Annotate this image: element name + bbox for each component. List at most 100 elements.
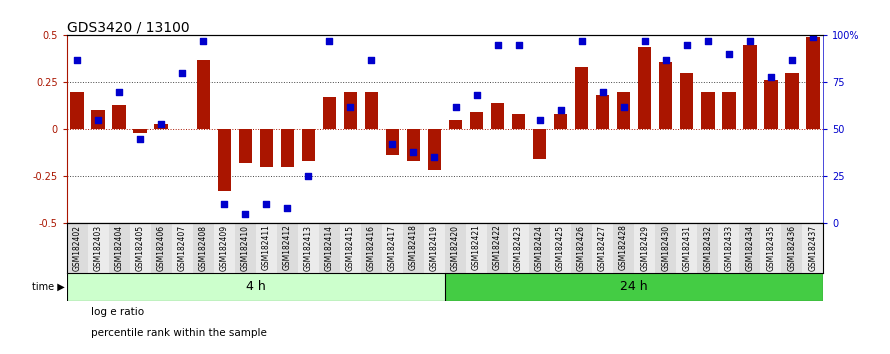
Point: [344, 104, 358, 109]
Text: GSM182423: GSM182423: [514, 224, 523, 270]
Bar: [760, 223, 781, 273]
Point: [764, 74, 778, 80]
Text: GDS3420 / 13100: GDS3420 / 13100: [67, 20, 190, 34]
Point: [407, 149, 421, 155]
Text: GSM182412: GSM182412: [283, 224, 292, 270]
Point: [805, 34, 820, 40]
Text: GSM182430: GSM182430: [661, 224, 670, 270]
Point: [512, 42, 526, 47]
Text: GSM182432: GSM182432: [703, 224, 712, 270]
Bar: [592, 223, 613, 273]
Text: GSM182425: GSM182425: [556, 224, 565, 270]
Bar: [277, 223, 298, 273]
Text: GSM182409: GSM182409: [220, 224, 229, 270]
Bar: [424, 223, 445, 273]
Bar: [88, 223, 109, 273]
Text: percentile rank within the sample: percentile rank within the sample: [91, 328, 267, 338]
Bar: [445, 223, 466, 273]
Point: [154, 121, 168, 126]
Text: GSM182407: GSM182407: [178, 224, 187, 270]
Bar: [172, 223, 193, 273]
Text: GSM182414: GSM182414: [325, 224, 334, 270]
Bar: [680, 73, 693, 129]
Bar: [92, 110, 105, 129]
Bar: [260, 129, 273, 167]
Bar: [508, 223, 529, 273]
Bar: [743, 45, 756, 129]
Point: [196, 38, 210, 44]
Bar: [785, 73, 798, 129]
Bar: [722, 92, 735, 129]
Bar: [466, 223, 487, 273]
Bar: [385, 129, 400, 155]
Text: 24 h: 24 h: [620, 280, 648, 293]
Text: GSM182418: GSM182418: [409, 224, 418, 270]
Bar: [428, 129, 441, 171]
Text: time ▶: time ▶: [32, 282, 65, 292]
Text: GSM182434: GSM182434: [745, 224, 754, 270]
Text: GSM182429: GSM182429: [640, 224, 649, 270]
Text: GSM182403: GSM182403: [93, 224, 102, 270]
Text: log e ratio: log e ratio: [91, 307, 144, 316]
Point: [595, 89, 610, 95]
Bar: [67, 273, 445, 301]
Bar: [700, 92, 715, 129]
Bar: [740, 223, 760, 273]
Text: GSM182437: GSM182437: [808, 224, 817, 270]
Bar: [550, 223, 571, 273]
Bar: [697, 223, 718, 273]
Bar: [470, 112, 483, 129]
Bar: [361, 223, 382, 273]
Point: [70, 57, 85, 63]
Point: [785, 57, 799, 63]
Point: [364, 57, 378, 63]
Bar: [217, 129, 231, 191]
Bar: [512, 114, 525, 129]
Bar: [155, 124, 168, 129]
Bar: [595, 96, 610, 129]
Bar: [214, 223, 235, 273]
Point: [742, 38, 756, 44]
Text: GSM182417: GSM182417: [388, 224, 397, 270]
Text: GSM182420: GSM182420: [451, 224, 460, 270]
Text: GSM182428: GSM182428: [619, 224, 628, 270]
Text: GSM182419: GSM182419: [430, 224, 439, 270]
Bar: [403, 223, 424, 273]
Text: GSM182404: GSM182404: [115, 224, 124, 270]
Bar: [634, 223, 655, 273]
Point: [574, 38, 588, 44]
Bar: [67, 223, 88, 273]
Text: GSM182435: GSM182435: [766, 224, 775, 270]
Bar: [490, 103, 505, 129]
Bar: [130, 223, 150, 273]
Bar: [533, 129, 546, 159]
Point: [469, 93, 483, 98]
Point: [554, 108, 568, 113]
Bar: [655, 223, 676, 273]
Bar: [322, 97, 336, 129]
Bar: [340, 223, 361, 273]
Bar: [344, 92, 357, 129]
Point: [112, 89, 126, 95]
Bar: [449, 120, 462, 129]
Text: GSM182415: GSM182415: [346, 224, 355, 270]
Point: [427, 154, 441, 160]
Point: [302, 173, 316, 179]
Bar: [764, 80, 778, 129]
Point: [680, 42, 694, 47]
Bar: [239, 129, 252, 163]
Point: [280, 205, 295, 211]
Text: GSM182436: GSM182436: [788, 224, 797, 270]
Text: GSM182424: GSM182424: [535, 224, 544, 270]
Text: GSM182413: GSM182413: [303, 224, 313, 270]
Bar: [134, 129, 147, 133]
Point: [322, 38, 336, 44]
Text: GSM182411: GSM182411: [262, 224, 271, 270]
Text: GSM182427: GSM182427: [598, 224, 607, 270]
Point: [259, 201, 273, 207]
Point: [722, 51, 736, 57]
Bar: [617, 92, 630, 129]
Bar: [197, 60, 210, 129]
Bar: [256, 223, 277, 273]
Bar: [676, 223, 697, 273]
